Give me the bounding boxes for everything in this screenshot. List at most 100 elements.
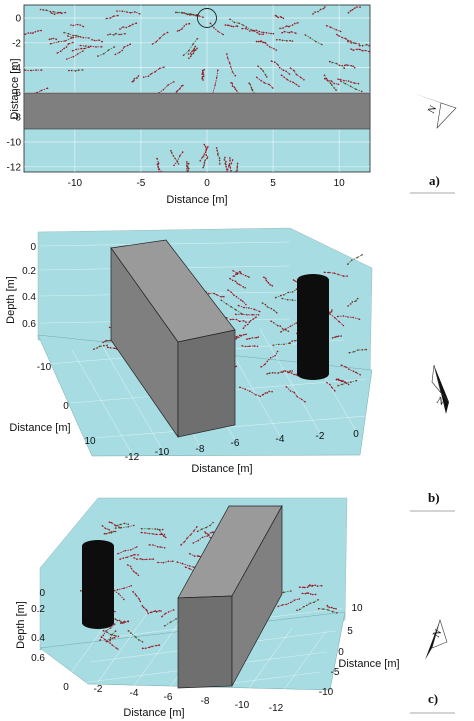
plot-b-fracture-node [289, 370, 292, 372]
plot-a-fracture-node [224, 24, 227, 26]
plot-b-fracture-node [342, 315, 345, 317]
plot-b-fracture-node [337, 273, 339, 276]
plot-a-fracture-node [156, 157, 158, 160]
plot-a-fracture-node [119, 28, 121, 30]
plot-b-fracture-node [265, 279, 268, 282]
plot-b-fracture-node [248, 337, 251, 340]
plot-b-fracture-node [243, 306, 245, 309]
plot-c-fracture-node [155, 644, 157, 647]
plot-c-fracture-node [141, 605, 144, 607]
plot-c-fracture-node [306, 586, 309, 588]
plot-b-fracture-node [231, 279, 234, 282]
plot-b-fracture-node [109, 347, 112, 349]
plot-a-fracture-node [53, 13, 56, 15]
plot-a-fracture-node [235, 170, 237, 172]
plot-a-fracture-node [109, 33, 111, 35]
plot-c-fracture-node [313, 601, 315, 603]
plot-a-fracture-node [163, 175, 165, 177]
plot-c-fracture-node [310, 593, 312, 595]
plot-c-xtick: -6 [164, 692, 173, 703]
plot-a-fracture-node [186, 170, 188, 172]
plot-b-fracture-node [338, 320, 340, 323]
plot-b-fracture-node [239, 386, 241, 389]
plot-b-fracture-node [271, 390, 273, 393]
plot-c-fracture-node [331, 610, 334, 613]
plot-c-fracture-node [158, 644, 161, 646]
plot-a-fracture-node [88, 46, 90, 48]
plot-c-ytick: 0 [338, 647, 344, 658]
plot-a-fracture-node [72, 41, 74, 44]
plot-b-fracture-node [255, 394, 257, 396]
plot-a-fracture-node [98, 39, 100, 41]
plot-a-fracture-node [368, 50, 370, 53]
plot-a-fracture-node [50, 38, 53, 40]
plot-a-fracture-node [372, 44, 374, 46]
plot-a-fracture-node [166, 31, 169, 34]
plot-b-fracture-node [349, 303, 352, 305]
plot-c-fracture-node [140, 558, 142, 560]
plot-c-fracture-node [152, 558, 155, 560]
plot-b-fracture-node [240, 299, 242, 301]
plot-b-fracture-node [280, 331, 282, 333]
plot-b-fracture-node [96, 347, 98, 349]
plot-c-ytick: -5 [331, 667, 340, 678]
plot-a-fracture-node [262, 31, 264, 34]
plot-a-ticks: -10 -5 0 5 10 0 -2 -4 -6 -8 -10 -12 [7, 14, 346, 190]
plot-a-fracture-node [39, 8, 42, 11]
plot-a-fracture-node [206, 157, 208, 160]
plot-c-fracture-node [119, 523, 122, 526]
plot-c-fracture-node [303, 605, 305, 608]
plot-b-fracture-node [106, 346, 109, 349]
panel-label-b: b) [428, 490, 440, 505]
plot-a-fracture-node [351, 9, 354, 11]
plot-a-fracture-node [262, 33, 265, 35]
plot-a-fracture-node [57, 11, 60, 14]
plot-b-ytick: 10 [84, 436, 96, 447]
plot-b-ztick: 0 [30, 242, 36, 253]
plot-a-fracture-node [121, 49, 123, 52]
plot-c-fracture-node [314, 593, 317, 596]
plot-b-fracture-node [365, 348, 368, 351]
plot-b-fracture-node [287, 291, 290, 294]
plot-b-fracture-node [257, 336, 260, 338]
plot-a-fracture-node [124, 32, 126, 35]
plot-c-fracture-node [157, 561, 159, 564]
plot-c-fracture-node [158, 610, 161, 612]
plot-c-fracture-node [283, 591, 285, 594]
plot-a-fracture-node [170, 149, 172, 152]
plot-b-fracture-node [344, 366, 347, 368]
plot-b-fracture-node [234, 313, 237, 316]
plot-c-fracture-node [155, 611, 158, 613]
plot-a-fracture-node [49, 43, 52, 45]
plot-a-fracture-node [225, 165, 227, 168]
plot-c-fracture-node [197, 539, 199, 542]
plot-b-ztick: 0.2 [22, 266, 36, 277]
plot-b-zlabel: Depth [m] [5, 276, 17, 324]
plot-b-fracture-node [342, 324, 345, 327]
plot-a-fracture-node [217, 152, 219, 155]
plot-a-fracture [116, 10, 140, 15]
plot-a-fracture-node [236, 162, 239, 165]
plot-b-fracture-node [248, 307, 250, 309]
plot-c-fracture-node [123, 598, 125, 601]
plot-a-fracture-node [263, 82, 266, 84]
plot-a-fracture-node [158, 171, 160, 172]
plot-a-fracture-node [195, 14, 197, 17]
plot-a-fracture [183, 38, 198, 56]
plot-c-fracture [141, 528, 163, 530]
north-arrow-c-white [431, 618, 448, 649]
plot-a-fracture-node [355, 42, 357, 45]
plot-a-fracture-node [231, 82, 234, 85]
plot-a-fracture-node [333, 87, 336, 89]
plot-b-fracture-node [355, 379, 358, 382]
plot-a-xtick: -5 [136, 178, 145, 189]
plot-a-fracture-node [75, 48, 77, 51]
plot-a-fracture-node [326, 79, 329, 81]
plot-a-fracture-node [179, 87, 181, 90]
plot-c-fracture-node [197, 555, 199, 557]
plot-c-fracture-node [129, 565, 132, 568]
plot-b-fracture-node [266, 392, 268, 394]
plot-c-fracture-node [112, 637, 114, 639]
plot-a-fracture-node [112, 34, 115, 36]
plot-a-fracture-node [274, 61, 276, 63]
